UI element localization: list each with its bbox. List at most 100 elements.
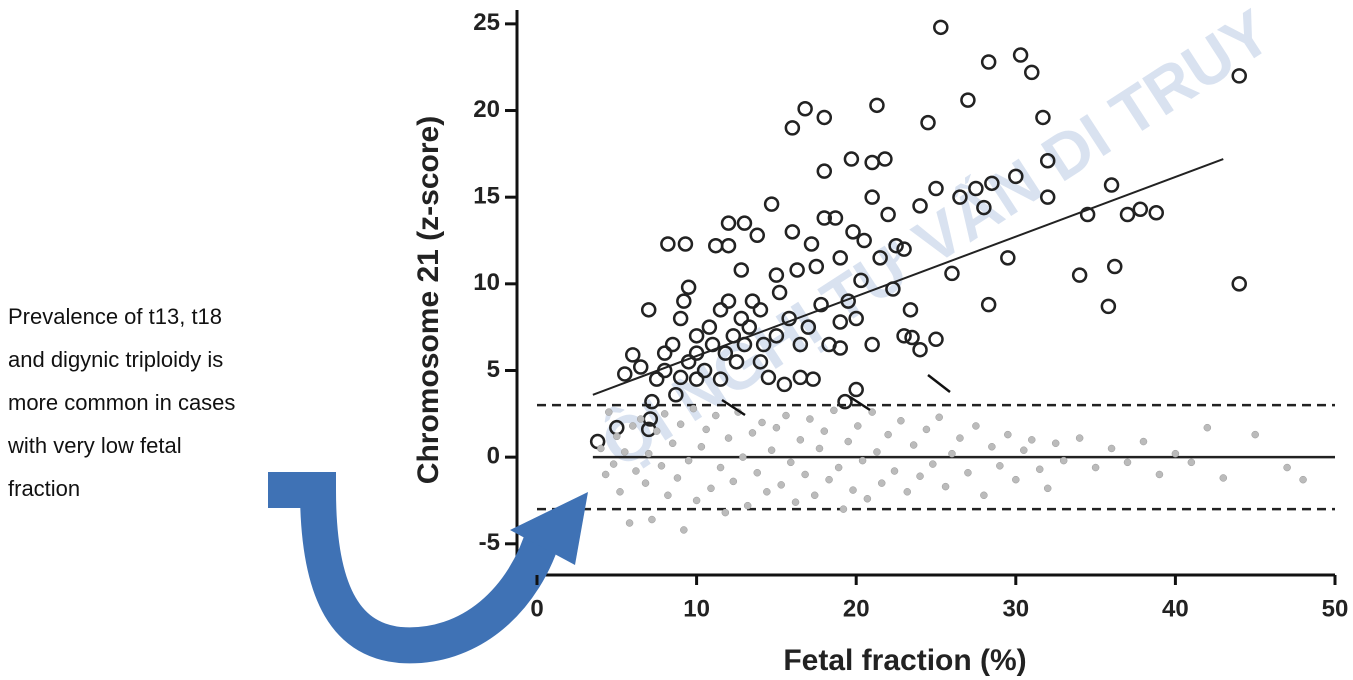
- euploid-point: [884, 430, 892, 439]
- trisomy-point: [768, 328, 785, 344]
- euploid-point: [897, 417, 905, 425]
- euploid-point: [1051, 439, 1060, 448]
- annotation-line: and digynic triploidy is: [8, 347, 223, 372]
- euploid-point: [652, 427, 661, 435]
- euploid-point: [777, 481, 785, 489]
- annotation-line: fraction: [8, 476, 80, 501]
- euploid-point: [668, 439, 677, 448]
- trisomy-point: [1039, 189, 1056, 205]
- trisomy-point: [717, 345, 734, 361]
- x-tick-label: 20: [843, 595, 870, 622]
- euploid-point: [601, 470, 610, 479]
- trisomy-point: [677, 236, 694, 252]
- trisomy-point: [797, 101, 813, 117]
- trisomy-point: [816, 163, 833, 179]
- euploid-point: [1171, 449, 1180, 458]
- euploid-point: [935, 413, 943, 422]
- trisomy-point: [803, 236, 820, 252]
- euploid-point: [1283, 463, 1291, 472]
- trisomy-point: [880, 206, 896, 223]
- trisomy-point: [733, 262, 750, 278]
- trisomy-point: [617, 366, 633, 382]
- trisomy-point: [736, 215, 753, 231]
- euploid-point: [1020, 446, 1028, 454]
- trisomy-point: [980, 296, 997, 313]
- trisomy-point: [632, 359, 649, 375]
- euploid-point: [877, 479, 886, 487]
- trisomy-point: [1103, 177, 1120, 193]
- euploid-point: [1004, 430, 1012, 439]
- trisomy-point: [776, 376, 793, 393]
- euploid-point: [739, 453, 747, 461]
- trisomy-point: [720, 293, 737, 309]
- euploid-point: [791, 498, 800, 506]
- euploid-point: [689, 404, 698, 413]
- euploid-point: [858, 456, 867, 465]
- trisomy-point: [896, 241, 912, 257]
- trisomy-point: [976, 199, 992, 216]
- y-tick-label: -5: [479, 529, 500, 556]
- trisomy-point: [696, 362, 713, 379]
- trisomy-point: [1148, 205, 1164, 221]
- euploid-point: [702, 425, 710, 434]
- euploid-point: [616, 488, 624, 496]
- euploid-point: [844, 437, 852, 446]
- trisomy-point: [805, 371, 821, 387]
- trisomy-point: [784, 120, 801, 136]
- euploid-point: [1203, 423, 1212, 432]
- trisomy-point: [1231, 276, 1247, 292]
- euploid-point: [787, 458, 795, 467]
- trisomy-point: [760, 369, 777, 386]
- y-tick-label: 10: [473, 269, 500, 296]
- euploid-point: [1075, 434, 1084, 442]
- euploid-point: [922, 425, 931, 434]
- trisomy-point: [789, 262, 805, 278]
- trisomy-point: [877, 151, 893, 167]
- trisomy-point: [944, 265, 960, 282]
- euploid-point: [868, 408, 876, 416]
- euploid-point: [1123, 458, 1132, 467]
- trisomy-point: [832, 250, 848, 266]
- euploid-point: [948, 449, 956, 458]
- euploid-point: [863, 494, 872, 503]
- euploid-point: [697, 442, 706, 451]
- trisomy-point: [848, 310, 864, 327]
- trisomy-point: [1132, 201, 1149, 218]
- euploid-point: [941, 482, 950, 491]
- annotation-line: with very low fetal: [7, 433, 182, 458]
- trisomy-point: [984, 175, 1000, 192]
- trisomy-point: [896, 328, 912, 344]
- euploid-point: [605, 408, 613, 416]
- trisomy-point: [960, 92, 976, 108]
- trisomy-point: [720, 215, 737, 231]
- euploid-point: [1251, 430, 1259, 439]
- euploid-point: [849, 486, 857, 494]
- euploid-point: [676, 420, 685, 428]
- euploid-point: [1091, 463, 1100, 472]
- trisomy-point: [920, 114, 936, 131]
- annotation: Prevalence of t13, t18 and digynic triplo…: [7, 304, 235, 501]
- trisomy-point: [845, 224, 861, 240]
- euploid-point: [1139, 437, 1148, 446]
- euploid-point: [772, 423, 781, 432]
- trisomy-point: [933, 19, 949, 36]
- curved-arrow: [268, 472, 563, 664]
- euploid-point: [613, 432, 621, 441]
- trisomy-point: [749, 227, 765, 244]
- euploid-point: [796, 436, 805, 444]
- euploid-point: [629, 422, 637, 430]
- euploid-point: [782, 411, 790, 420]
- euploid-point: [1187, 458, 1196, 467]
- plot-layer: [537, 19, 1335, 534]
- trisomy-point: [843, 151, 860, 167]
- euploid-point: [980, 491, 988, 500]
- trisomy-point: [912, 341, 928, 358]
- trisomy-point: [928, 331, 944, 348]
- x-tick-label: 40: [1162, 595, 1189, 622]
- euploid-point: [692, 496, 701, 505]
- trisomy-point: [733, 310, 750, 327]
- euploid-point: [664, 491, 672, 500]
- euploid-point: [621, 448, 629, 456]
- y-tick-label: 20: [473, 96, 500, 123]
- x-axis-title: Fetal fraction (%): [783, 644, 1026, 677]
